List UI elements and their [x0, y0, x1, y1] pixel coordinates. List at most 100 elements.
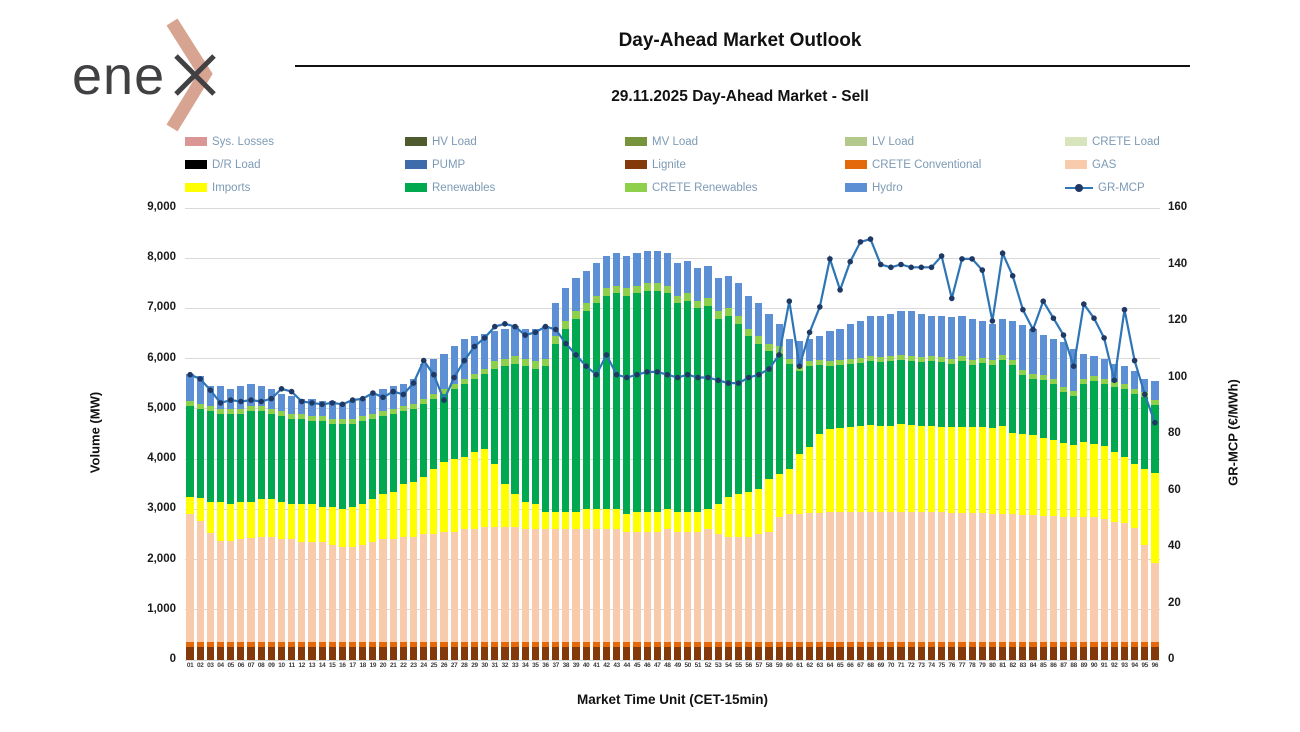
bar-segment-imports: [613, 509, 621, 530]
gr-mcp-marker: [877, 261, 884, 268]
bar-segment-renewables: [775, 353, 783, 475]
bar-segment-lignite: [978, 647, 986, 660]
bar-segment-hydro: [866, 316, 875, 357]
bar-segment-gas: [602, 529, 611, 642]
bar-segment-crete_conventional: [907, 641, 915, 648]
bar-segment-lignite: [1110, 647, 1118, 660]
bar-segment-crete_renewables: [673, 295, 682, 304]
bar-segment-hydro: [572, 278, 580, 312]
bar-segment-gas: [298, 542, 306, 642]
bar-segment-hydro: [907, 311, 915, 357]
bar-segment-crete_renewables: [623, 288, 631, 296]
bar-segment-imports: [389, 491, 397, 540]
bar-segment-imports: [602, 509, 611, 530]
bar-segment-renewables: [806, 366, 814, 447]
x-tick-label: 85: [1039, 662, 1047, 669]
gr-mcp-marker: [624, 374, 630, 381]
bar-unit-06: [237, 386, 245, 660]
bar-segment-imports: [826, 429, 834, 513]
bar-segment-hydro: [521, 328, 529, 359]
bar-segment-crete_conventional: [998, 641, 1007, 648]
bar-segment-renewables: [1120, 388, 1129, 457]
y-left-tick-label: 8,000: [147, 251, 176, 264]
bar-unit-66: [846, 323, 854, 660]
bar-segment-hydro: [816, 336, 824, 361]
bar-segment-gas: [927, 512, 936, 642]
bar-segment-imports: [887, 426, 895, 512]
bar-segment-lignite: [1039, 647, 1047, 660]
bar-segment-imports: [1059, 443, 1068, 517]
bar-unit-58: [765, 313, 773, 660]
bar-segment-lignite: [206, 647, 214, 660]
bar-segment-lignite: [1100, 647, 1108, 660]
gr-mcp-marker: [1020, 306, 1026, 313]
bar-segment-lignite: [582, 647, 590, 660]
bar-unit-77: [958, 315, 966, 660]
bar-segment-crete_conventional: [673, 641, 682, 648]
bar-segment-lignite: [1029, 647, 1037, 660]
bar-segment-renewables: [856, 362, 864, 426]
bar-segment-gas: [511, 526, 519, 642]
bar-segment-crete_renewables: [988, 360, 996, 366]
bar-segment-hydro: [288, 396, 296, 414]
bar-segment-crete_conventional: [369, 641, 377, 648]
bar-segment-imports: [328, 506, 336, 545]
gr-mcp-marker: [542, 323, 549, 330]
bar-segment-crete_conventional: [237, 641, 245, 648]
bar-segment-renewables: [704, 305, 712, 510]
bar-segment-crete_renewables: [663, 285, 671, 294]
bar-segment-crete_conventional: [216, 641, 225, 648]
bar-segment-crete_conventional: [359, 641, 367, 648]
x-tick-label: 05: [227, 662, 234, 669]
bar-segment-imports: [1070, 445, 1078, 517]
legend-label: LV Load: [872, 135, 914, 148]
bar-segment-gas: [826, 512, 834, 642]
bar-segment-crete_renewables: [785, 358, 793, 364]
gr-mcp-marker: [248, 397, 254, 403]
bar-segment-gas: [917, 512, 925, 642]
bar-unit-49: [673, 263, 682, 660]
bar-segment-lignite: [430, 647, 438, 660]
bar-unit-03: [206, 386, 214, 660]
bar-segment-crete_renewables: [806, 361, 814, 367]
gr-mcp-marker: [420, 357, 427, 364]
legend-line-swatch: [1065, 183, 1093, 192]
gr-mcp-marker: [1142, 391, 1148, 398]
legend-label: Hydro: [872, 181, 903, 194]
x-tick-label: 71: [897, 662, 905, 669]
bar-segment-gas: [420, 534, 428, 642]
bar-segment-gas: [288, 539, 296, 642]
bar-segment-imports: [775, 474, 783, 517]
bar-unit-20: [379, 388, 387, 660]
y-right-tick-label: 20: [1168, 596, 1181, 609]
bar-segment-hydro: [277, 393, 286, 412]
bar-segment-gas: [1090, 517, 1098, 642]
x-tick-label: 52: [704, 662, 712, 669]
bar-segment-hydro: [755, 303, 763, 337]
bar-segment-renewables: [938, 362, 946, 427]
bar-segment-lignite: [653, 647, 661, 660]
gr-mcp-marker: [1101, 335, 1107, 341]
gr-mcp-marker: [898, 261, 904, 268]
x-tick-label: 65: [836, 662, 844, 669]
bar-segment-gas: [521, 529, 529, 642]
bar-unit-24: [420, 363, 428, 660]
x-tick-label: 63: [816, 662, 824, 669]
bar-segment-renewables: [572, 318, 580, 512]
bar-segment-renewables: [633, 293, 641, 512]
bar-segment-crete_conventional: [277, 641, 286, 648]
x-tick-label: 03: [207, 662, 214, 669]
bar-segment-hydro: [1100, 358, 1108, 379]
bar-segment-crete_conventional: [450, 641, 458, 648]
bar-segment-imports: [1019, 434, 1027, 515]
bar-segment-crete_conventional: [653, 641, 661, 648]
x-tick-label: 62: [806, 662, 813, 669]
bar-segment-crete_conventional: [724, 641, 732, 648]
bar-segment-crete_renewables: [501, 358, 509, 367]
gr-mcp-marker: [827, 256, 833, 262]
x-tick-label: 51: [694, 662, 702, 669]
bar-segment-crete_renewables: [998, 355, 1007, 361]
bar-segment-renewables: [298, 418, 306, 505]
x-tick-label: 53: [714, 662, 722, 669]
gr-mcp-marker: [339, 401, 346, 408]
